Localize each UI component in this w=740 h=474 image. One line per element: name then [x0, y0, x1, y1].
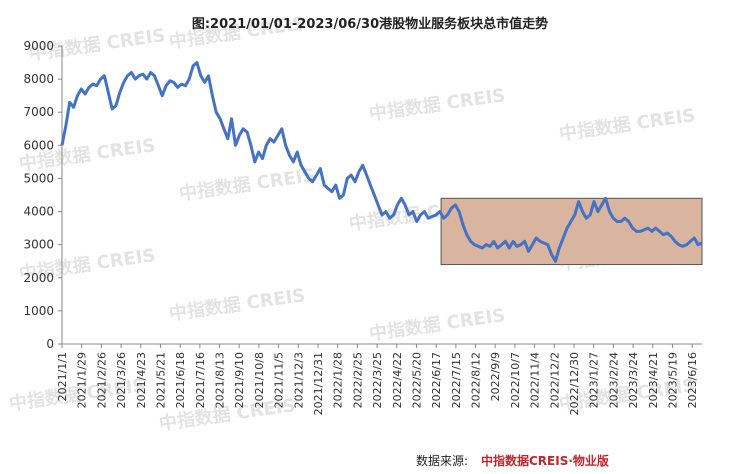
x-axis: 2021/1/1 2021/1/29 2021/2/26 2021/3/26 2021/…	[56, 343, 702, 415]
x-tick-label: 2023/1/27	[588, 352, 601, 408]
y-tick-label: 4000	[23, 205, 54, 219]
chart-title: 图:2021/01/01-2023/06/30港股物业服务板块总市值走势	[192, 16, 548, 32]
x-tick-label: 2021/5/21	[154, 352, 167, 408]
x-tick-label: 2021/11/5	[273, 352, 286, 408]
x-tick-label: 2022/2/25	[351, 352, 364, 408]
y-tick-label: 3000	[23, 238, 54, 252]
x-tick-label: 2021/12/31	[312, 352, 325, 415]
x-tick-label: 2021/7/16	[194, 352, 207, 408]
series-line	[60, 61, 703, 263]
y-axis: 0 1000 2000 3000 4000 5000 6000 7000 8000 9000	[23, 39, 63, 351]
x-tick-label: 2023/2/24	[607, 352, 620, 408]
x-tick-label: 2022/10/7	[509, 352, 522, 408]
x-tick-label: 2022/1/28	[332, 352, 345, 408]
source-label: 数据来源:	[416, 453, 468, 468]
x-tick-label: 2022/5/20	[410, 352, 423, 408]
x-tick-label: 2021/10/8	[253, 352, 266, 408]
x-tick-label: 2022/11/4	[529, 352, 542, 408]
watermark: 中指数据 CREIS	[178, 164, 317, 205]
x-tick-label: 2023/4/21	[647, 352, 660, 408]
x-tick-label: 2022/9/9	[489, 352, 502, 401]
x-tick-label: 2022/4/22	[391, 352, 404, 408]
y-tick-label: 9000	[23, 39, 54, 53]
x-tick-label: 2021/4/23	[135, 352, 148, 408]
watermark: 中指数据 CREIS	[368, 304, 507, 345]
y-tick-label: 2000	[23, 271, 54, 285]
x-tick-label: 2022/12/2	[548, 352, 561, 408]
x-tick-label: 2021/12/3	[292, 352, 305, 408]
x-tick-label: 2021/3/26	[115, 352, 128, 408]
x-tick-label: 2022/3/25	[371, 352, 384, 408]
x-tick-label: 2022/12/30	[568, 352, 581, 415]
y-tick-label: 7000	[23, 105, 54, 119]
y-tick-label: 6000	[23, 138, 54, 152]
y-tick-label: 1000	[23, 304, 54, 318]
watermark: 中指数据 CREIS	[368, 84, 507, 125]
x-tick-label: 2021/2/26	[95, 352, 108, 408]
x-tick-label: 2022/8/12	[470, 352, 483, 408]
x-tick-label: 2022/6/17	[430, 352, 443, 408]
y-tick-label: 8000	[23, 72, 54, 86]
x-tick-label: 2021/1/29	[76, 352, 89, 408]
watermark: 中指数据 CREIS	[558, 104, 697, 145]
watermark: 中指数据 CREIS	[168, 284, 307, 325]
x-tick-label: 2023/3/24	[627, 352, 640, 408]
source-name: 中指数据CREIS·物业版	[481, 453, 609, 468]
x-tick-label: 2022/7/15	[450, 352, 463, 408]
x-tick-label: 2021/8/13	[214, 352, 227, 408]
x-tick-label: 2021/6/18	[174, 352, 187, 408]
y-tick-label: 5000	[23, 171, 54, 185]
x-tick-label: 2023/6/16	[686, 352, 699, 408]
x-tick-label: 2023/5/19	[666, 352, 679, 408]
x-tick-label: 2021/9/10	[233, 352, 246, 408]
x-tick-label: 2021/1/1	[56, 352, 69, 401]
y-tick-label: 0	[46, 337, 54, 351]
highlight-box	[440, 197, 703, 266]
